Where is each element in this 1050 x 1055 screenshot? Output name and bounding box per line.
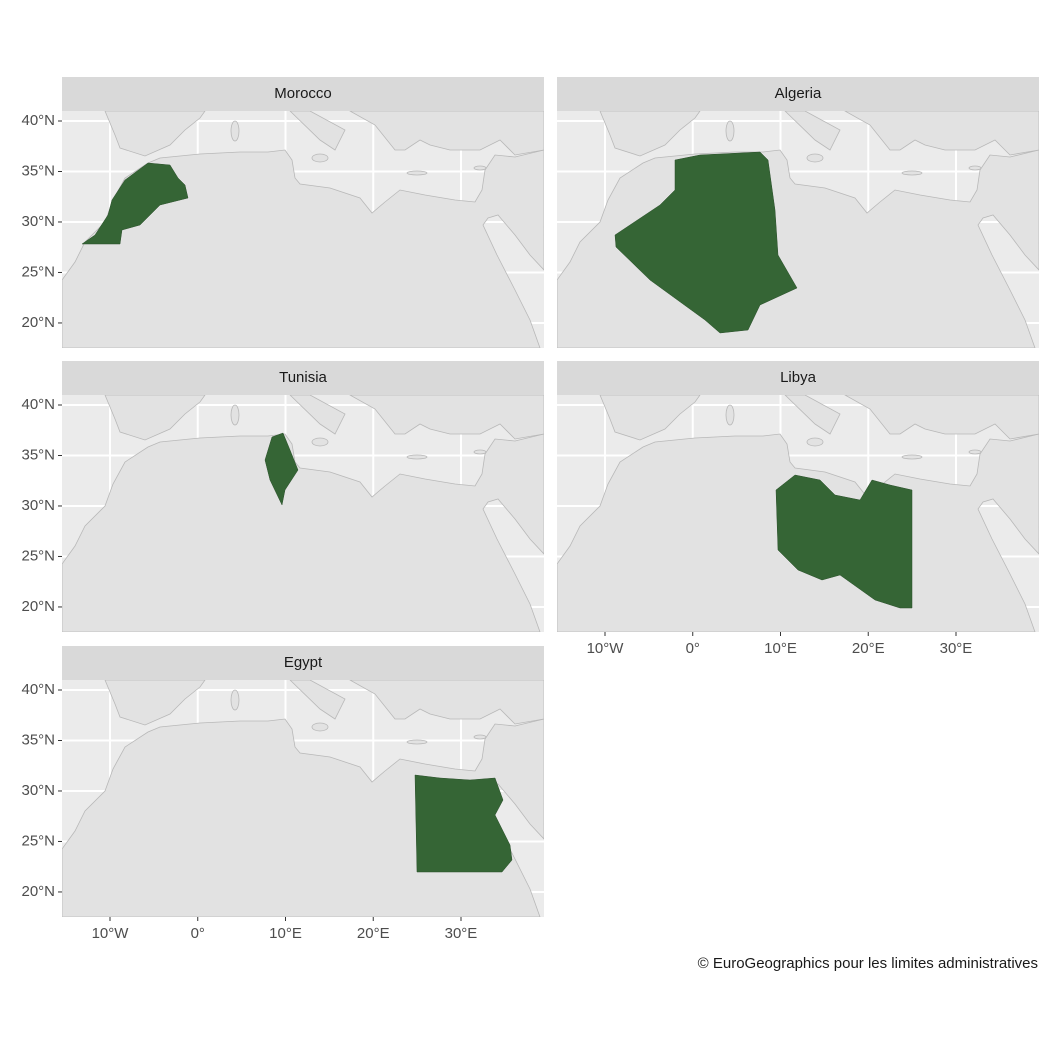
x-tick-label: 0° [191,925,205,942]
panel [557,395,1039,632]
x-tick-label: 10°E [269,925,302,942]
x-tick-label: 10°W [587,640,625,657]
y-tick-label: 30°N [21,497,55,514]
y-tick-label: 25°N [21,832,55,849]
y-tick-label: 30°N [21,782,55,799]
y-tick-label: 40°N [21,681,55,698]
strip [62,646,544,680]
strip [557,77,1039,111]
x-tick-label: 20°E [852,640,885,657]
strip [62,77,544,111]
y-tick-label: 25°N [21,263,55,280]
strip-title: Algeria [775,85,822,102]
y-tick-label: 20°N [21,883,55,900]
x-tick-label: 0° [686,640,700,657]
caption: © EuroGeographics pour les limites admin… [698,955,1038,972]
y-tick-label: 35°N [21,162,55,179]
y-tick-label: 20°N [21,314,55,331]
panel [62,680,544,917]
strip-title: Libya [780,369,817,386]
panel [62,395,544,632]
y-tick-label: 40°N [21,396,55,413]
y-tick-label: 35°N [21,446,55,463]
y-tick-label: 30°N [21,213,55,230]
panel [62,111,544,348]
y-tick-label: 20°N [21,598,55,615]
strip [62,361,544,395]
strip-title: Tunisia [279,369,327,386]
y-tick-label: 25°N [21,547,55,564]
strip [557,361,1039,395]
panel [557,111,1039,348]
country [415,775,512,872]
x-tick-label: 30°E [445,925,478,942]
y-tick-label: 40°N [21,112,55,129]
strip-title: Egypt [284,654,323,671]
y-tick-label: 35°N [21,731,55,748]
x-tick-label: 30°E [940,640,973,657]
strip-title: Morocco [274,85,332,102]
x-tick-label: 10°E [764,640,797,657]
x-tick-label: 20°E [357,925,390,942]
x-tick-label: 10°W [92,925,130,942]
